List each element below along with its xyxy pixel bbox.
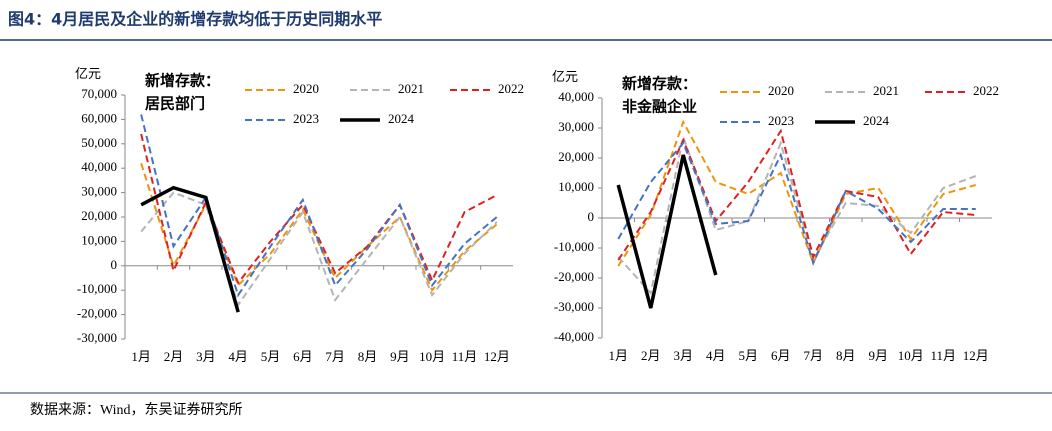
- series-line: [140, 163, 498, 293]
- legend-label: 2023: [293, 111, 319, 126]
- series-line: [616, 154, 718, 309]
- y-tick-label: -20,000: [554, 269, 594, 284]
- y-tick-label: -20,000: [77, 306, 117, 321]
- legend-label: 2020: [293, 81, 319, 96]
- x-tick-label: 8月: [836, 348, 856, 363]
- y-tick-label: 30,000: [558, 119, 594, 134]
- x-tick-label: 8月: [358, 349, 378, 364]
- y-tick-label: 20,000: [81, 208, 117, 223]
- x-tick-label: 2月: [641, 348, 661, 363]
- x-tick-label: 4月: [706, 348, 726, 363]
- legend-label: 2024: [863, 113, 890, 128]
- x-tick-label: 3月: [196, 349, 216, 364]
- x-tick-label: 6月: [293, 349, 313, 364]
- x-tick-label: 6月: [771, 348, 791, 363]
- y-tick-label: 0: [588, 209, 595, 224]
- y-tick-label: 70,000: [81, 86, 117, 101]
- y-tick-label: 10,000: [81, 232, 117, 247]
- x-tick-label: 3月: [673, 348, 693, 363]
- y-tick-label: 60,000: [81, 110, 117, 125]
- legend-label: 2023: [768, 113, 794, 128]
- y-tick-label: 0: [111, 257, 118, 272]
- annotation: 居民部门: [145, 95, 205, 113]
- series-line: [617, 119, 977, 267]
- series-line: [617, 128, 976, 261]
- y-tick-label: -10,000: [554, 239, 594, 254]
- y-tick-label: -40,000: [554, 329, 594, 344]
- x-tick-label: 11月: [452, 349, 478, 364]
- x-tick-label: 7月: [325, 349, 345, 364]
- legend-label: 2024: [388, 111, 415, 126]
- y-tick-label: -30,000: [77, 330, 117, 345]
- y-unit: 亿元: [75, 66, 101, 81]
- y-tick-label: 10,000: [558, 179, 594, 194]
- x-tick-label: 7月: [803, 348, 823, 363]
- series-line: [140, 191, 498, 308]
- series-line: [617, 133, 977, 296]
- x-tick-label: 12月: [484, 349, 510, 364]
- x-tick-label: 5月: [738, 348, 758, 363]
- x-tick-label: 12月: [963, 348, 989, 363]
- y-tick-label: 40,000: [81, 159, 117, 174]
- x-tick-label: 10月: [419, 349, 445, 364]
- series-line: [140, 114, 498, 298]
- y-tick-label: 30,000: [81, 184, 117, 199]
- x-tick-label: 5月: [261, 349, 281, 364]
- x-tick-label: 1月: [608, 348, 628, 363]
- y-unit: 亿元: [552, 69, 578, 84]
- legend-label: 2022: [973, 83, 999, 98]
- series-line: [617, 141, 976, 266]
- x-tick-label: 11月: [930, 348, 956, 363]
- y-tick-label: -30,000: [554, 299, 594, 314]
- legend-label: 2021: [873, 83, 899, 98]
- x-tick-label: 10月: [898, 348, 924, 363]
- legend-label: 2022: [498, 81, 524, 96]
- annotation: 新增存款：: [622, 75, 697, 93]
- x-tick-label: 2月: [164, 349, 184, 364]
- annotation: 非金融企业: [622, 98, 697, 116]
- x-tick-label: 1月: [131, 349, 151, 364]
- annotation: 新增存款：: [145, 72, 220, 90]
- x-tick-label: 4月: [228, 349, 248, 364]
- legend-label: 2021: [398, 81, 424, 96]
- y-tick-label: -10,000: [77, 281, 117, 296]
- x-tick-label: 9月: [868, 348, 888, 363]
- legend-label: 2020: [768, 83, 794, 98]
- series-line: [140, 133, 498, 285]
- y-tick-label: 50,000: [81, 135, 117, 150]
- x-tick-label: 9月: [390, 349, 410, 364]
- source: 数据来源：Wind，东吴证券研究所: [30, 402, 243, 418]
- y-tick-label: 20,000: [558, 149, 594, 164]
- figure-title: 图4：4月居民及企业的新增存款均低于历史同期水平: [8, 10, 382, 29]
- series-line: [140, 185, 240, 313]
- y-tick-label: 40,000: [558, 89, 594, 104]
